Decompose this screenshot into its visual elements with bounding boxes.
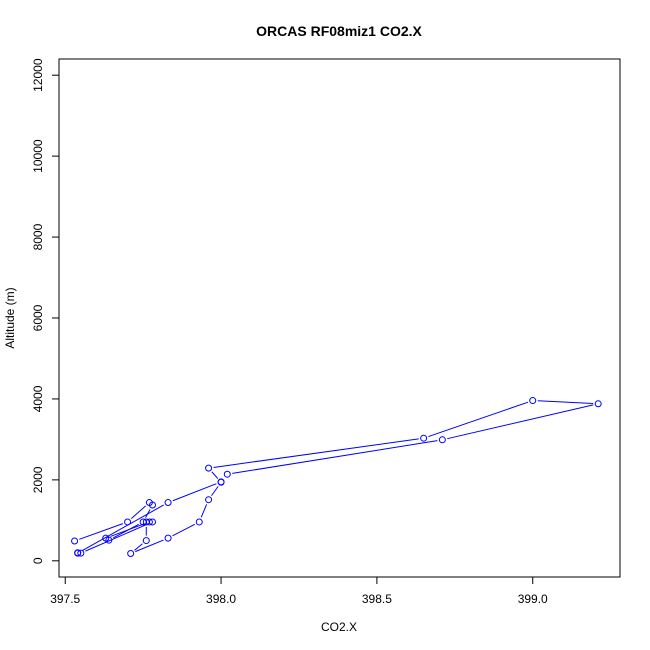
series-segment (135, 539, 164, 553)
data-point (205, 496, 213, 504)
data-point (205, 464, 213, 472)
chart-title: ORCAS RF08miz1 CO2.X (256, 23, 422, 39)
series-segment (85, 523, 149, 552)
data-point (438, 436, 446, 444)
y-tick-label: 4000 (31, 385, 45, 412)
data-point (164, 534, 172, 542)
data-point (127, 550, 135, 558)
y-tick-label: 10000 (31, 139, 45, 173)
data-point (142, 537, 150, 545)
data-point (217, 478, 225, 486)
series-segment (130, 505, 146, 520)
y-tick-label: 0 (31, 557, 45, 564)
y-tick-label: 6000 (31, 304, 45, 331)
series-segment (81, 504, 164, 552)
data-point (124, 518, 132, 526)
y-tick-label: 12000 (31, 58, 45, 92)
y-tick-label: 8000 (31, 223, 45, 250)
y-axis-label: Altitude (m) (3, 287, 17, 348)
data-point (145, 518, 153, 526)
data-point (149, 501, 156, 509)
data-point (195, 518, 203, 526)
data-point (74, 549, 82, 557)
x-tick-label: 398.5 (362, 592, 392, 606)
series-segment (110, 523, 145, 537)
series-segment (134, 543, 143, 551)
series-segment (447, 404, 594, 440)
plot-frame (58, 58, 621, 578)
data-point (142, 518, 150, 526)
series-segment (211, 471, 219, 479)
data-point (71, 537, 79, 545)
data-point (77, 549, 85, 557)
series-segment (213, 438, 419, 468)
x-tick-label: 399.0 (518, 592, 548, 606)
series-segment (428, 401, 529, 438)
series-segment (200, 504, 208, 518)
data-point (420, 434, 428, 442)
series-segment (211, 486, 219, 496)
series-segment (172, 523, 196, 537)
series-segment (537, 400, 594, 405)
x-tick-label: 397.5 (50, 592, 80, 606)
x-tick-label: 398.0 (206, 592, 236, 606)
data-point (529, 397, 537, 405)
series-layer (71, 397, 602, 558)
series-segment (232, 440, 438, 474)
y-axis: 0 2000 4000 6000 8000 10000 12000 (31, 58, 60, 564)
x-axis-label: CO2.X (321, 620, 357, 634)
series-segment (79, 523, 124, 540)
data-point (102, 534, 110, 542)
data-point (594, 400, 602, 408)
data-point (223, 470, 231, 478)
y-tick-label: 2000 (31, 466, 45, 493)
data-point (164, 499, 172, 507)
series-segment (172, 483, 217, 502)
x-axis: 397.5 398.0 398.5 399.0 (50, 576, 548, 606)
